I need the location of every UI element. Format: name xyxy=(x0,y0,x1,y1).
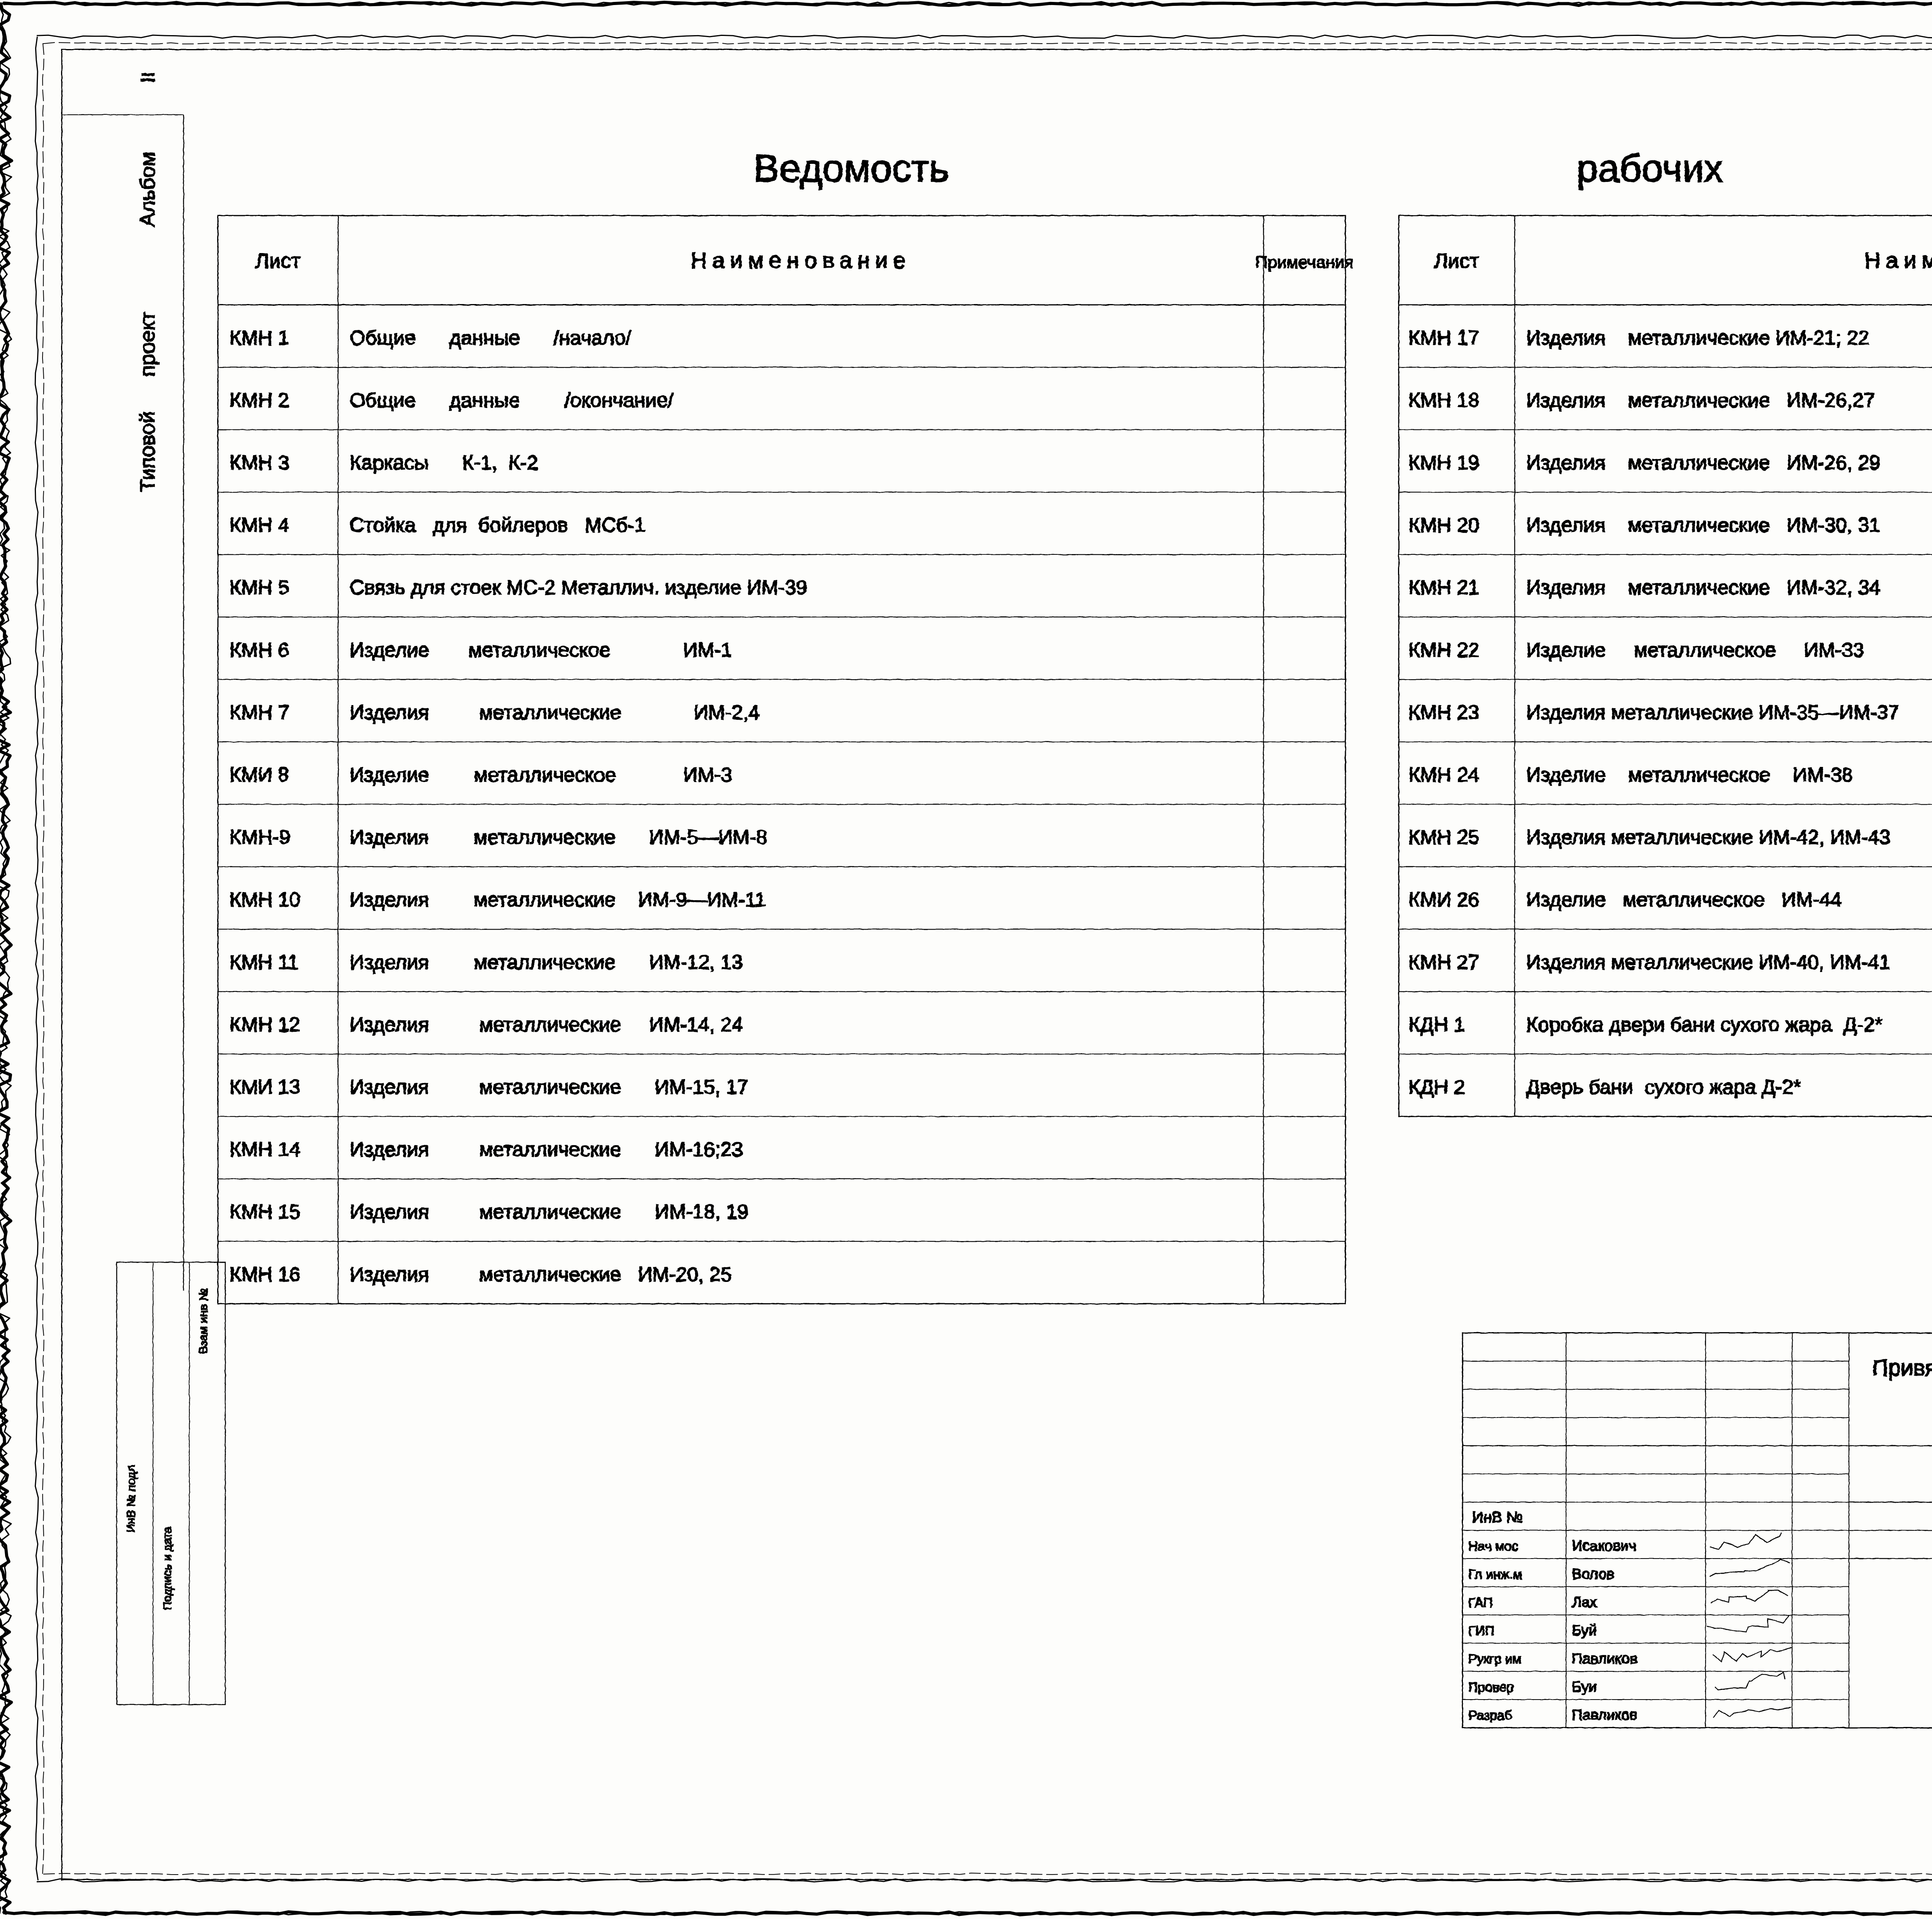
svg-text:КМН 10: КМН 10 xyxy=(230,889,300,911)
svg-text:Изделие металлическое ИМ-4: Изделие металлическое ИМ-44 xyxy=(1526,889,1842,911)
svg-text:КМН 19: КМН 19 xyxy=(1408,452,1479,474)
svg-text:Изделие металлическое ИМ: Изделие металлическое ИМ-38 xyxy=(1526,764,1853,786)
svg-text:Лист: Лист xyxy=(255,250,301,273)
svg-text:КМН 4: КМН 4 xyxy=(230,514,289,537)
svg-text:Изделия металлические: Изделия металлические ИМ-15, 17 xyxy=(350,1076,748,1098)
svg-text:Наименование: Наименование xyxy=(1864,248,1932,273)
svg-text:Ведомость: Ведомость xyxy=(753,147,949,190)
svg-text:Нач мос: Нач мос xyxy=(1468,1539,1518,1554)
svg-text:Изделия металлические ИМ-35—ИМ: Изделия металлические ИМ-35—ИМ-37 xyxy=(1526,701,1899,724)
svg-text:Изделия металлические: Изделия металлические ИМ-5—ИМ-8 xyxy=(350,826,767,849)
svg-text:КМН 1: КМН 1 xyxy=(230,327,289,349)
svg-text:рабочих: рабочих xyxy=(1577,147,1723,190)
svg-text:Стойка для бойлеров МСб-1: Стойка для бойлеров МСб-1 xyxy=(350,514,645,537)
svg-text:Лах: Лах xyxy=(1572,1594,1597,1611)
svg-text:КМН 12: КМН 12 xyxy=(230,1013,300,1036)
svg-text:КМН 11: КМН 11 xyxy=(230,951,299,974)
svg-text:КМН 5: КМН 5 xyxy=(230,576,289,599)
svg-text:Разраб: Разраб xyxy=(1468,1708,1512,1723)
svg-text:Гл инж.м: Гл инж.м xyxy=(1468,1567,1522,1582)
svg-text:Изделия металлические: Изделия металлические ИМ-9—ИМ-11 xyxy=(350,889,766,911)
svg-text:КМН 24: КМН 24 xyxy=(1408,764,1479,786)
svg-text:Коробка двери бани сухого жара: Коробка двери бани сухого жара Д-2* xyxy=(1526,1013,1883,1036)
svg-text:Примечания: Примечания xyxy=(1255,253,1354,272)
svg-text:Изделия металлические: Изделия металлические ИМ-20, 25 xyxy=(350,1263,732,1286)
svg-text:Изделия металлические: Изделия металлические ИМ-16;23 xyxy=(350,1139,743,1161)
svg-text:КМН 21: КМН 21 xyxy=(1408,576,1479,599)
svg-text:Павликов: Павликов xyxy=(1572,1707,1638,1724)
svg-text:Изделия металлические: Изделия металлические ИМ-18, 19 xyxy=(350,1201,748,1223)
svg-text:КМИ 13: КМИ 13 xyxy=(230,1076,300,1098)
svg-text:II: II xyxy=(137,72,159,83)
svg-text:Лист: Лист xyxy=(1434,250,1479,273)
svg-text:КМН 27: КМН 27 xyxy=(1408,951,1479,974)
svg-text:Буй: Буй xyxy=(1572,1623,1597,1639)
svg-text:КМН 25: КМН 25 xyxy=(1408,826,1479,849)
svg-text:Исакович: Исакович xyxy=(1572,1538,1636,1554)
svg-text:Изделия металлические: Изделия металлические ИМ-2,4 xyxy=(350,701,760,724)
svg-text:ИнВ №: ИнВ № xyxy=(1472,1509,1523,1526)
svg-text:КМН 16: КМН 16 xyxy=(230,1263,300,1286)
svg-text:Общие данные /начало: Общие данные /начало/ xyxy=(350,327,631,349)
svg-text:Подпись и дата: Подпись и дата xyxy=(161,1526,174,1610)
svg-text:Общие данные /окон: Общие данные /окончание/ xyxy=(350,389,673,411)
svg-text:Взам инв №: Взам инв № xyxy=(197,1288,210,1354)
svg-text:Буи: Буи xyxy=(1572,1679,1597,1695)
svg-text:Волов: Волов xyxy=(1572,1566,1614,1582)
svg-text:Изделия металлические ИМ-21: Изделия металлические ИМ-21; 22 xyxy=(1526,327,1869,349)
svg-text:КМН 22: КМН 22 xyxy=(1408,639,1479,661)
svg-text:Изделия металлические ИМ-: Изделия металлические ИМ-26,27 xyxy=(1526,389,1875,411)
svg-text:ГИП: ГИП xyxy=(1468,1624,1494,1639)
svg-text:Изделие металлическое: Изделие металлическое ИМ-3 xyxy=(350,764,732,786)
svg-text:Изделия металлические ИМ-: Изделия металлические ИМ-30, 31 xyxy=(1526,514,1880,537)
svg-text:Изделия металлические ИМ-40, И: Изделия металлические ИМ-40, ИМ-41 xyxy=(1526,951,1890,974)
svg-text:КМН 15: КМН 15 xyxy=(230,1201,300,1223)
svg-text:КДН 1: КДН 1 xyxy=(1408,1013,1465,1036)
svg-text:Привязан: Привязан xyxy=(1872,1355,1932,1380)
svg-text:КМИ 8: КМИ 8 xyxy=(230,764,289,786)
svg-text:Альбом: Альбом xyxy=(136,152,159,227)
svg-text:Изделие металлическое: Изделие металлическое ИМ-33 xyxy=(1526,639,1864,661)
svg-text:Рукгр им: Рукгр им xyxy=(1468,1652,1522,1667)
svg-text:Изделия металлические ИМ-42, И: Изделия металлические ИМ-42, ИМ-43 xyxy=(1526,826,1890,849)
svg-text:ИнВ № подл: ИнВ № подл xyxy=(125,1465,138,1532)
svg-text:Связь для стоек МС-2 Металлич.: Связь для стоек МС-2 Металлич. изделие И… xyxy=(350,576,807,599)
svg-text:Изделия металлические ИМ-: Изделия металлические ИМ-26, 29 xyxy=(1526,452,1880,474)
svg-text:Каркасы К-1, К-2: Каркасы К-1, К-2 xyxy=(350,452,538,474)
svg-text:КДН 2: КДН 2 xyxy=(1408,1076,1465,1098)
svg-text:Изделия металлические ИМ-: Изделия металлические ИМ-32, 34 xyxy=(1526,576,1880,599)
svg-text:КМН 7: КМН 7 xyxy=(230,701,289,724)
svg-text:КМН 2: КМН 2 xyxy=(230,389,289,411)
svg-text:КМН 3: КМН 3 xyxy=(230,452,289,474)
svg-text:КМН-9: КМН-9 xyxy=(230,826,290,849)
svg-text:КМН 6: КМН 6 xyxy=(230,639,289,661)
svg-text:Изделие металлическое: Изделие металлическое ИМ-1 xyxy=(350,639,732,661)
svg-text:Изделия металлические: Изделия металлические ИМ-12, 13 xyxy=(350,951,743,974)
svg-text:Наименование: Наименование xyxy=(690,248,911,273)
svg-text:Изделия металлические: Изделия металлические ИМ-14, 24 xyxy=(350,1013,743,1036)
svg-text:ГАП: ГАП xyxy=(1468,1596,1493,1610)
svg-text:Дверь бани сухого жара Д-2*: Дверь бани сухого жара Д-2* xyxy=(1526,1076,1801,1098)
svg-text:Типовой проект: Типовой проект xyxy=(136,312,159,492)
svg-text:КМН 23: КМН 23 xyxy=(1408,701,1479,724)
svg-text:КМН 14: КМН 14 xyxy=(230,1139,300,1161)
svg-text:Провер: Провер xyxy=(1468,1680,1514,1695)
svg-text:КМН 20: КМН 20 xyxy=(1408,514,1479,537)
svg-text:КМИ 26: КМИ 26 xyxy=(1408,889,1479,911)
svg-text:КМН 17: КМН 17 xyxy=(1408,327,1479,349)
svg-text:КМН 18: КМН 18 xyxy=(1408,389,1479,411)
svg-text:Павликов: Павликов xyxy=(1572,1651,1638,1667)
